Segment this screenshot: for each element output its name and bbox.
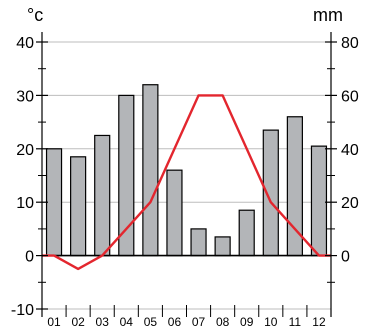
precipitation-bar [142, 84, 159, 257]
left-tick-label: -10 [11, 302, 34, 319]
precipitation-bar [238, 209, 255, 257]
precipitation-bar [166, 169, 183, 257]
left-tick-label: 10 [16, 195, 34, 212]
month-label: 06 [168, 315, 182, 329]
month-label: 05 [144, 315, 158, 329]
right-axis-unit: mm [313, 5, 343, 25]
month-label: 11 [289, 315, 302, 329]
month-label: 04 [120, 315, 134, 329]
right-tick-label: 80 [341, 35, 359, 52]
left-tick-label: 20 [16, 142, 34, 159]
right-tick-label: 0 [341, 249, 350, 266]
left-axis-unit: °c [27, 5, 43, 25]
month-label: 01 [47, 315, 61, 329]
right-tick-label: 40 [341, 142, 359, 159]
right-tick-label: 60 [341, 88, 359, 105]
month-label: 07 [192, 315, 206, 329]
precipitation-bar [214, 236, 231, 257]
right-tick-label: 20 [341, 195, 359, 212]
left-tick-label: 40 [16, 35, 34, 52]
month-label: 10 [264, 315, 278, 329]
precipitation-bar [94, 134, 111, 257]
month-label: 02 [71, 315, 85, 329]
month-label: 08 [216, 315, 230, 329]
month-label: 09 [240, 315, 254, 329]
axes: -10 0 10 20 30 40 0 20 40 60 80 01 02 03 04 05 06 07 08 09 1… [11, 32, 359, 329]
precipitation-bar [310, 145, 328, 257]
precipitation-bar [70, 156, 87, 257]
temperature-line-group [42, 94, 331, 271]
precipitation-bar [45, 148, 63, 257]
left-tick-label: 30 [16, 88, 34, 105]
precipitation-bar [118, 94, 135, 257]
precipitation-bars [45, 84, 328, 257]
month-label: 03 [96, 315, 110, 329]
month-label: 12 [312, 315, 326, 329]
precipitation-bar [190, 228, 207, 257]
left-tick-label: 0 [25, 249, 34, 266]
temperature-line [42, 94, 331, 271]
